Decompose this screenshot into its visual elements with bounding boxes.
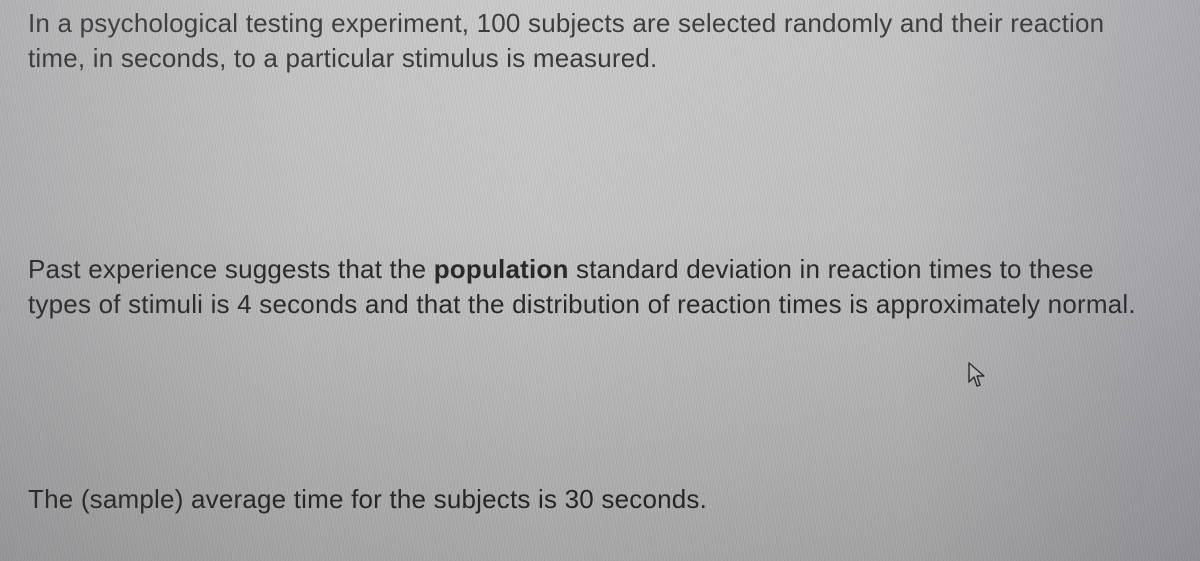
paragraph-2-pre: Past experience suggests that the — [28, 254, 434, 284]
paragraph-1: In a psychological testing experiment, 1… — [28, 6, 1160, 76]
paragraph-2: Past experience suggests that the popula… — [28, 252, 1160, 322]
paragraph-3: The (sample) average time for the subjec… — [28, 482, 1160, 517]
paragraph-1-text: In a psychological testing experiment, 1… — [28, 8, 1104, 73]
question-text-block: In a psychological testing experiment, 1… — [28, 6, 1160, 517]
paragraph-3-text: The (sample) average time for the subjec… — [28, 484, 707, 514]
paragraph-2-bold: population — [434, 254, 569, 284]
